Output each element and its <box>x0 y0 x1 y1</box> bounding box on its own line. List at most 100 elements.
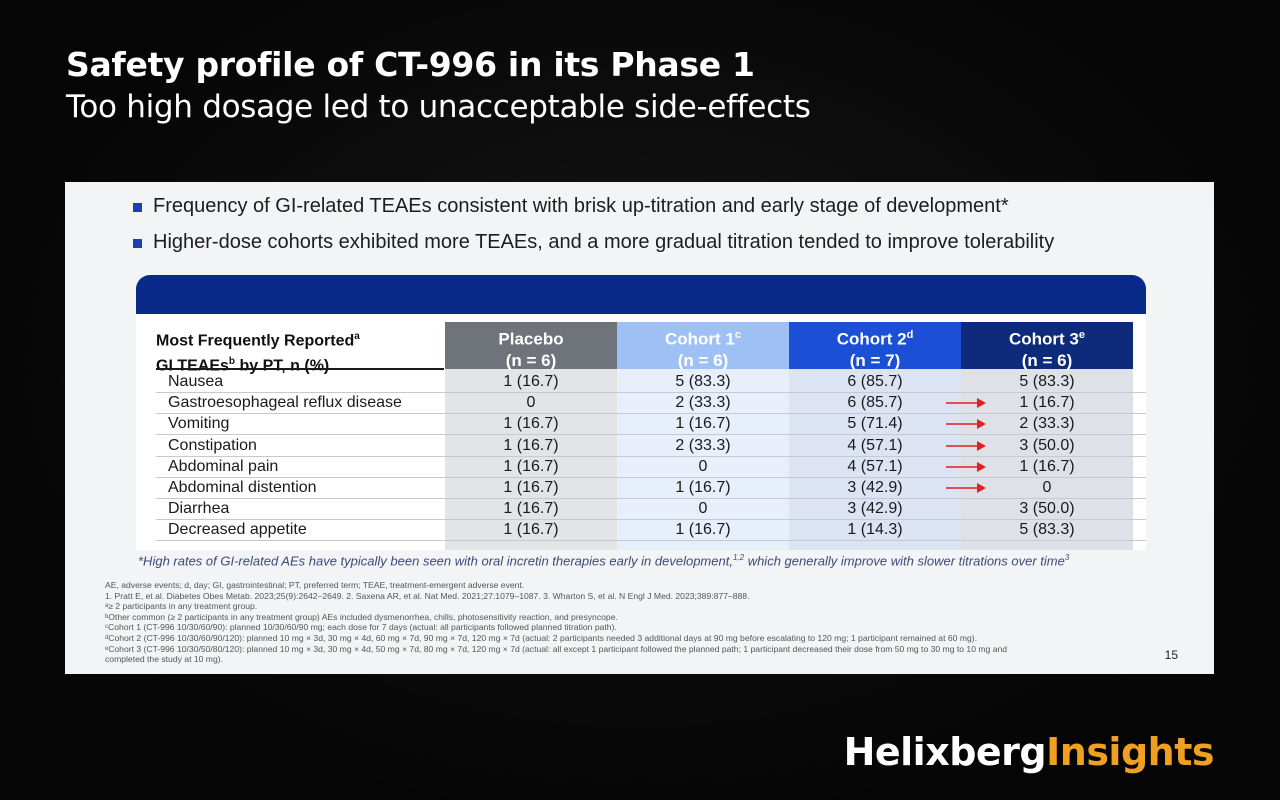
slide-image: Frequency of GI-related TEAEs consistent… <box>65 182 1214 674</box>
bullet-square-icon <box>133 239 142 248</box>
table-cell: 1 (16.7) <box>503 457 559 475</box>
first-header-line2b: by PT, n (%) <box>235 357 330 375</box>
row-label: Decreased appetite <box>168 521 307 539</box>
footnote-text2: which generally improve with slower titr… <box>744 553 1065 569</box>
footnote-sup2: 3 <box>1064 553 1070 562</box>
reference-line: ᵃ≥ 2 participants in any treatment group… <box>105 601 258 612</box>
column-n: (n = 6) <box>1021 350 1073 370</box>
table-cell: 1 (16.7) <box>503 436 559 454</box>
reference-line: AE, adverse events; d, day; GI, gastroin… <box>105 580 525 590</box>
table-cell: 1 (16.7) <box>675 415 731 433</box>
column-sup: d <box>906 329 914 341</box>
table-cell: 0 <box>698 500 708 518</box>
column-sup: c <box>734 329 741 341</box>
table-row: Abdominal pain 1 (16.7) 0 4 (57.1) 1 (16.7) <box>156 456 1146 478</box>
table-cell: 6 (85.7) <box>847 373 903 390</box>
table-cell: 0 <box>526 394 536 412</box>
table-banner <box>136 275 1146 319</box>
table-row: Abdominal distention 1 (16.7) 1 (16.7) 3 (4… <box>156 477 1146 499</box>
reference-line: ᵉCohort 3 (CT-996 10/30/50/80/120): plan… <box>105 643 1008 654</box>
table-cell: 2 (33.3) <box>675 436 731 454</box>
table-cell: 2 (33.3) <box>1019 415 1075 433</box>
table-cell: 6 (85.7) <box>847 394 903 412</box>
column-header: Cohort 3e (n = 6) <box>961 322 1133 370</box>
column-header: Cohort 2d (n = 7) <box>789 322 961 370</box>
row-label: Gastroesophageal reflux disease <box>168 394 402 412</box>
column-name: Cohort 3e <box>961 325 1133 350</box>
table-cell: 1 (16.7) <box>503 521 559 539</box>
table-row: Gastroesophageal reflux disease 0 2 (33.3)… <box>156 392 1146 415</box>
brand-logo: HelixbergInsights <box>843 730 1215 774</box>
footnote-text: *High rates of GI-related AEs have typic… <box>138 553 733 569</box>
reference-line: ᵈCohort 2 (CT-996 10/30/60/90/120): plan… <box>105 632 978 643</box>
table-cell: 1 (16.7) <box>503 500 559 518</box>
bullet-text: Frequency of GI-related TEAEs consistent… <box>153 195 1009 217</box>
bullet-item: Frequency of GI-related TEAEs consistent… <box>133 188 1054 224</box>
table-cell: 5 (83.3) <box>675 373 731 390</box>
table-cell: 5 (71.4) <box>847 415 903 433</box>
red-arrow-icon <box>946 483 986 493</box>
first-header-sup-a: a <box>354 331 360 342</box>
table-cell: 1 (14.3) <box>847 521 903 539</box>
table-cell: 3 (50.0) <box>1019 436 1075 454</box>
footnote: *High rates of GI-related AEs have typic… <box>138 553 1069 568</box>
column-name: Placebo <box>445 325 617 350</box>
bullet-square-icon <box>133 203 142 212</box>
reference-line: ᵇOther common (≥ 2 participants in any t… <box>105 611 618 622</box>
column-name-text: Cohort 3 <box>1008 329 1079 349</box>
table-cell: 0 <box>698 457 708 475</box>
references: AE, adverse events; d, day; GI, gastroin… <box>105 580 1155 665</box>
column-name-text: Placebo <box>498 329 564 349</box>
column-header: Placebo (n = 6) <box>445 322 617 370</box>
red-arrow-icon <box>946 419 986 430</box>
table-row: Nausea 1 (16.7) 5 (83.3) 6 (85.7) 5 (83.3) <box>156 371 1146 393</box>
column-n: (n = 7) <box>849 350 901 370</box>
table-cell: 3 (50.0) <box>1019 500 1075 518</box>
first-header-sup-b: b <box>228 356 236 368</box>
column-name-text: Cohort 2 <box>836 329 907 349</box>
heading-subtitle: Too high dosage led to unacceptable side… <box>66 89 811 125</box>
row-label: Constipation <box>168 436 257 454</box>
table-row: Vomiting 1 (16.7) 1 (16.7) 5 (71.4) 2 (33.3) <box>156 413 1146 436</box>
table-cell: 3 (42.9) <box>847 479 903 496</box>
red-arrow-icon <box>946 398 986 409</box>
page-number: 15 <box>1164 648 1178 662</box>
table-cell: 2 (33.3) <box>675 394 731 412</box>
red-arrow-icon <box>946 440 986 451</box>
heading-title: Safety profile of CT-996 in its Phase 1 <box>66 45 755 84</box>
first-header-line2a: GI TEAEs <box>156 357 229 375</box>
table-cell: 1 (16.7) <box>675 479 731 496</box>
column-name: Cohort 1c <box>617 325 789 350</box>
table-cell: 3 (42.9) <box>847 500 903 518</box>
row-label: Nausea <box>168 373 224 390</box>
bullet-list: Frequency of GI-related TEAEs consistent… <box>133 188 1054 260</box>
red-arrow-icon <box>946 461 986 472</box>
column-header: Cohort 1c (n = 6) <box>617 322 789 370</box>
brand-part1: Helixberg <box>843 730 1047 774</box>
reference-line: 1. Pratt E, et al. Diabetes Obes Metab. … <box>105 590 750 601</box>
table-row: Decreased appetite 1 (16.7) 1 (16.7) 1 (14.… <box>156 519 1146 542</box>
reference-line: ᶜCohort 1 (CT-996 10/30/60/90): planned … <box>105 622 617 633</box>
footnote-sup1: 1,2 <box>732 553 745 562</box>
row-label: Vomiting <box>168 415 230 433</box>
column-sup: e <box>1078 329 1085 341</box>
heading: Safety profile of CT-996 in its Phase 1 … <box>66 44 811 128</box>
table-cell: 4 (57.1) <box>847 436 903 454</box>
first-header-line1: Most Frequently Reported <box>156 332 355 350</box>
bullet-text: Higher-dose cohorts exhibited more TEAEs… <box>153 231 1055 253</box>
bullet-item: Higher-dose cohorts exhibited more TEAEs… <box>133 224 1054 260</box>
table-first-header: Most Frequently Reporteda GI TEAEsb by P… <box>156 326 360 377</box>
header-rule <box>156 368 444 370</box>
table-cell: 1 (16.7) <box>675 521 731 539</box>
row-label: Abdominal distention <box>168 479 317 496</box>
table-cell: 1 (16.7) <box>1019 394 1075 412</box>
table-cell: 1 (16.7) <box>503 479 559 496</box>
table-cell: 1 (16.7) <box>503 373 559 390</box>
table-cell: 1 (16.7) <box>503 415 559 433</box>
row-label: Abdominal pain <box>168 457 279 475</box>
table-cell: 5 (83.3) <box>1019 521 1075 539</box>
table-row: Constipation 1 (16.7) 2 (33.3) 4 (57.1) 3 (5… <box>156 435 1146 457</box>
reference-line: completed the study at 10 mg). <box>105 654 223 665</box>
table-cell: 1 (16.7) <box>1019 457 1075 475</box>
table-cell: 5 (83.3) <box>1019 373 1075 390</box>
